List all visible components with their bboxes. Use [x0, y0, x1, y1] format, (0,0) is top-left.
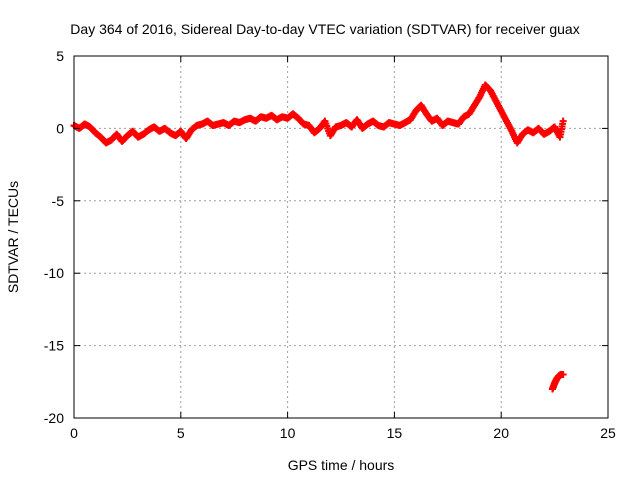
y-tick-label: 5: [56, 48, 64, 64]
y-tick-label: -5: [52, 193, 65, 209]
data-points: [70, 81, 567, 393]
y-tick-label: -15: [44, 338, 64, 354]
y-tick-label: 0: [56, 120, 64, 136]
data-point: [559, 117, 567, 125]
y-tick-label: -10: [44, 265, 64, 281]
axis-ticks: 0 5 10 15 20 25 5 0 -5 -10 -15 -20: [44, 48, 616, 441]
x-axis-label: GPS time / hours: [288, 457, 395, 473]
chart-title: Day 364 of 2016, Sidereal Day-to-day VTE…: [70, 21, 579, 37]
x-tick-label: 15: [387, 425, 403, 441]
y-axis-label: SDTVAR / TECUs: [5, 181, 21, 293]
data-point: [559, 371, 567, 379]
x-tick-label: 5: [177, 425, 185, 441]
x-tick-label: 25: [600, 425, 616, 441]
x-tick-label: 0: [70, 425, 78, 441]
x-tick-label: 10: [280, 425, 296, 441]
y-tick-label: -20: [44, 410, 64, 426]
plot-frame: [73, 55, 609, 419]
x-tick-label: 20: [493, 425, 509, 441]
